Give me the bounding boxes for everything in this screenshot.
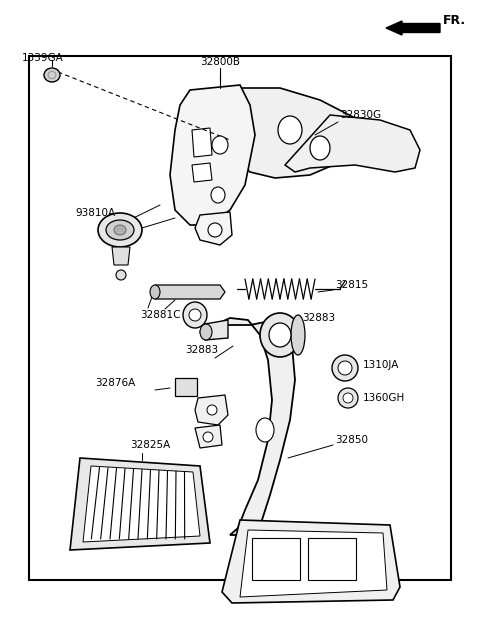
Bar <box>29 56 451 580</box>
Ellipse shape <box>338 361 352 375</box>
Polygon shape <box>215 318 295 535</box>
Ellipse shape <box>260 313 300 357</box>
Polygon shape <box>192 163 212 182</box>
Polygon shape <box>222 520 400 603</box>
Polygon shape <box>153 285 225 299</box>
Ellipse shape <box>310 136 330 160</box>
Text: 32850: 32850 <box>335 435 368 445</box>
Ellipse shape <box>44 68 60 82</box>
Ellipse shape <box>48 72 56 79</box>
Ellipse shape <box>189 309 201 321</box>
Text: 1360GH: 1360GH <box>363 393 405 403</box>
Polygon shape <box>195 395 228 425</box>
Ellipse shape <box>269 323 291 347</box>
Ellipse shape <box>291 315 305 355</box>
Polygon shape <box>112 247 130 265</box>
Text: 1310JA: 1310JA <box>363 360 399 370</box>
Polygon shape <box>170 85 255 225</box>
Ellipse shape <box>203 432 213 442</box>
Text: FR.: FR. <box>443 14 466 26</box>
Polygon shape <box>83 466 200 542</box>
Polygon shape <box>195 212 232 245</box>
FancyArrow shape <box>386 21 440 35</box>
Ellipse shape <box>278 116 302 144</box>
Text: 32883: 32883 <box>185 345 218 355</box>
Bar <box>252 538 300 580</box>
Ellipse shape <box>343 393 353 403</box>
Polygon shape <box>192 128 212 157</box>
Ellipse shape <box>114 225 126 235</box>
Ellipse shape <box>332 355 358 381</box>
Ellipse shape <box>106 220 134 240</box>
Ellipse shape <box>256 418 274 442</box>
Text: 1339GA: 1339GA <box>22 53 64 63</box>
Ellipse shape <box>208 223 222 237</box>
Polygon shape <box>195 425 222 448</box>
Ellipse shape <box>200 324 212 340</box>
Polygon shape <box>285 115 420 172</box>
Text: 32881C: 32881C <box>140 310 180 320</box>
Polygon shape <box>240 530 387 597</box>
Polygon shape <box>200 320 228 340</box>
Ellipse shape <box>207 405 217 415</box>
Text: 32830G: 32830G <box>340 110 381 120</box>
Polygon shape <box>175 378 197 396</box>
Ellipse shape <box>183 302 207 328</box>
Polygon shape <box>230 88 360 178</box>
Polygon shape <box>70 458 210 550</box>
Text: 32883: 32883 <box>302 313 335 323</box>
Ellipse shape <box>98 213 142 247</box>
Ellipse shape <box>150 285 160 299</box>
Ellipse shape <box>338 388 358 408</box>
Text: 32815: 32815 <box>335 280 368 290</box>
Text: 32800B: 32800B <box>200 57 240 67</box>
Text: 32825A: 32825A <box>130 440 170 450</box>
Text: 32876A: 32876A <box>95 378 135 388</box>
Bar <box>308 538 356 580</box>
Ellipse shape <box>116 270 126 280</box>
Ellipse shape <box>211 187 225 203</box>
Ellipse shape <box>212 136 228 154</box>
Text: 93810A: 93810A <box>75 208 115 218</box>
